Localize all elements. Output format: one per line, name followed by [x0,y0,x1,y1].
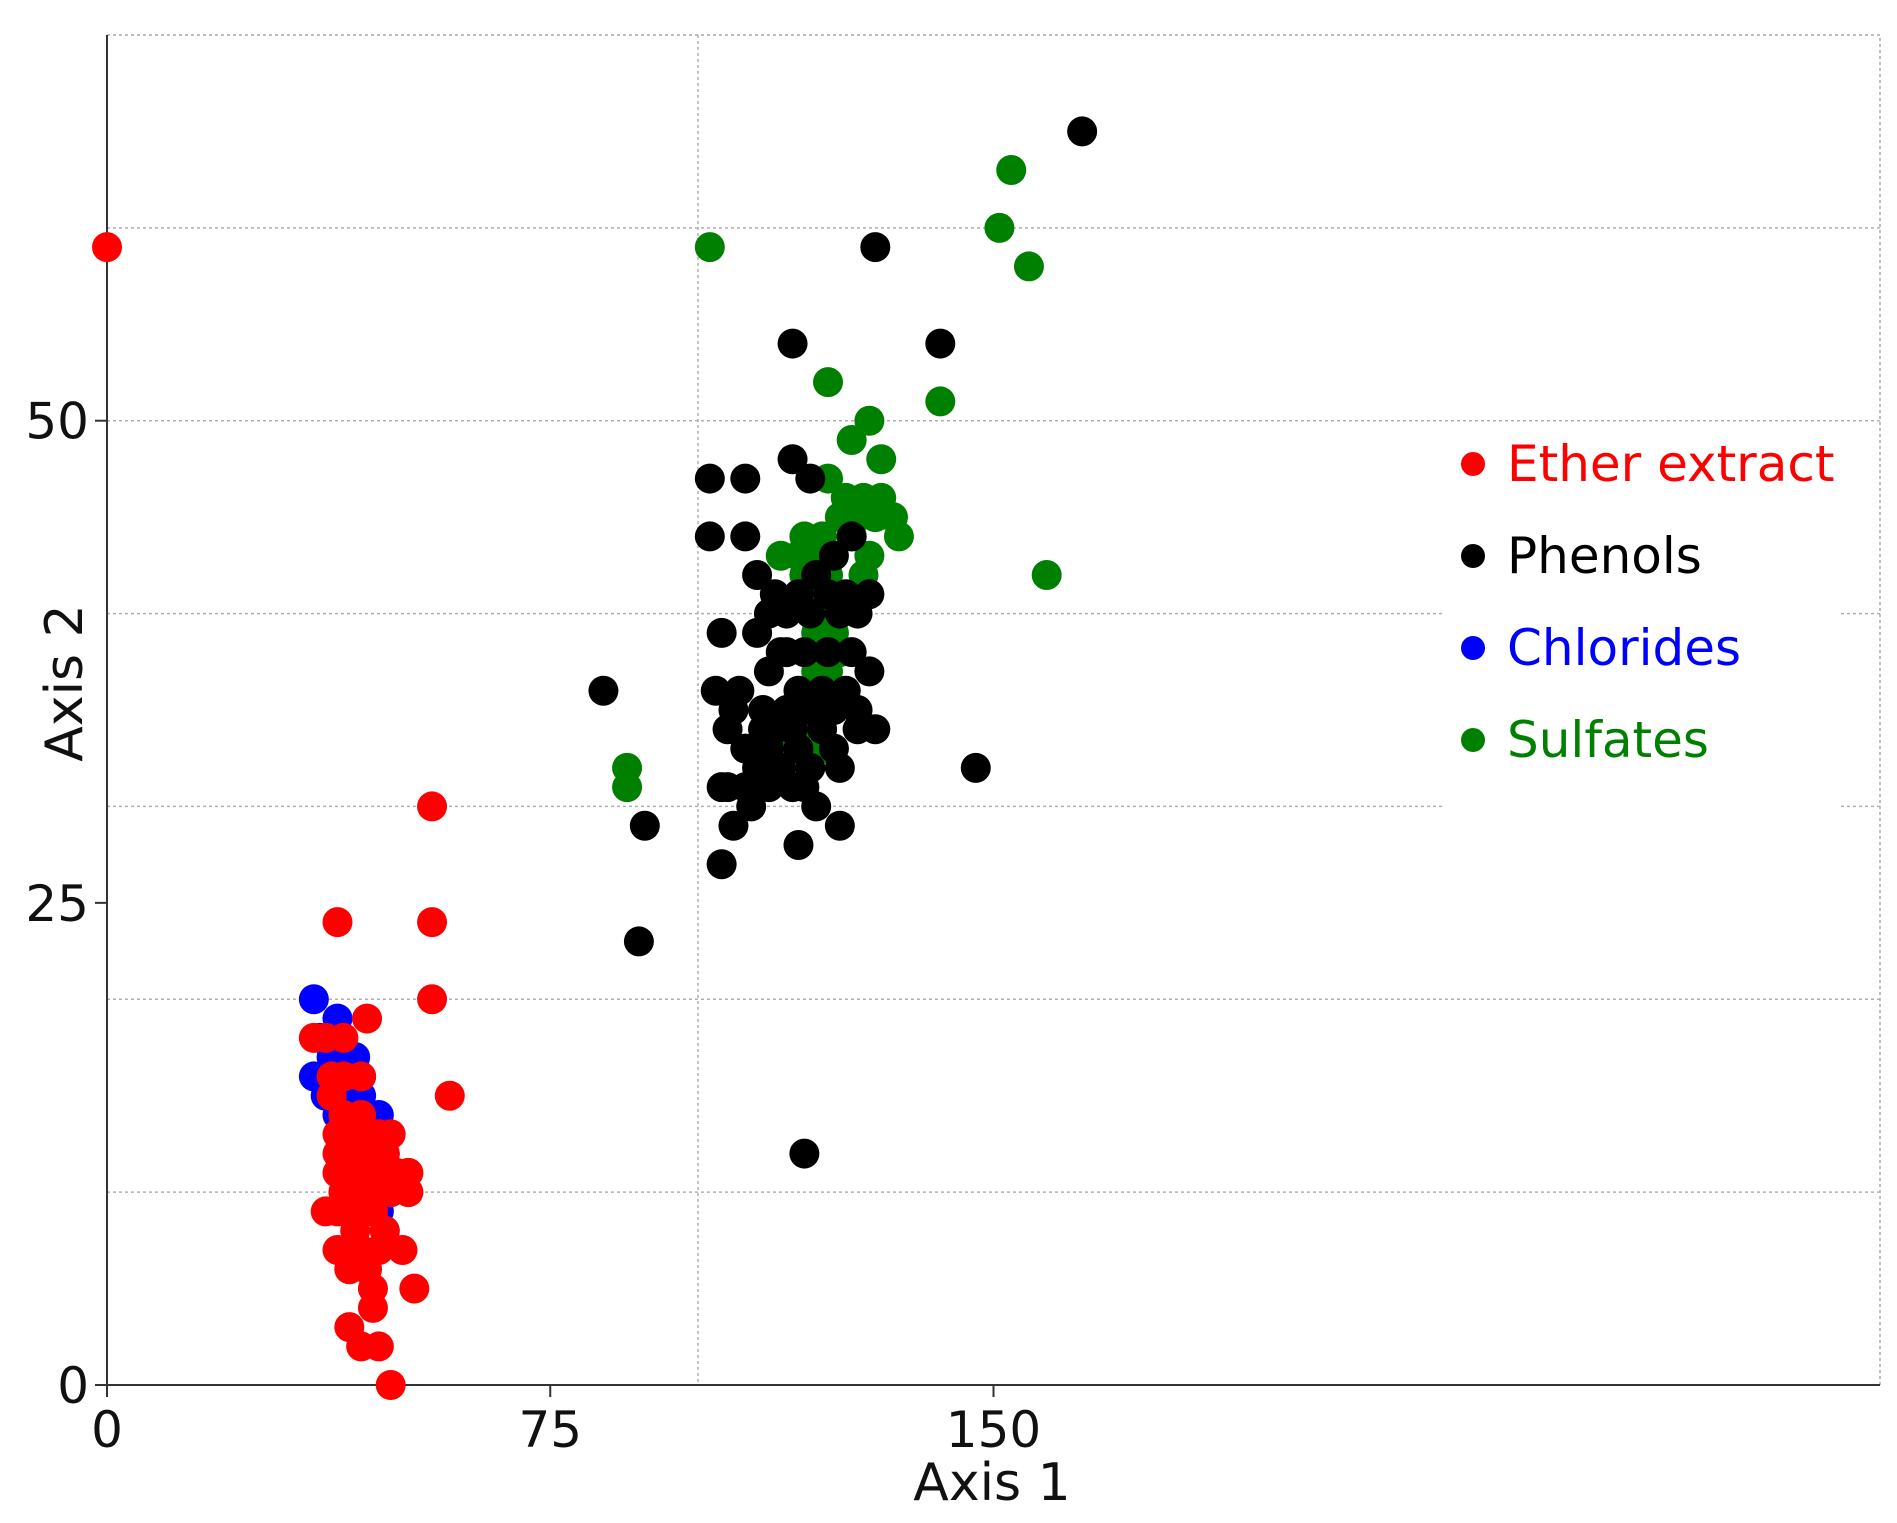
data-point [783,830,814,860]
data-point [712,772,743,803]
data-point [824,810,855,841]
data-point [736,791,767,822]
data-point [352,1003,383,1034]
x-tick-label: 0 [91,1401,123,1459]
data-point [771,637,802,668]
data-point [588,675,619,706]
data-point [730,463,761,494]
legend-label: Ether extract [1507,435,1834,493]
data-point [742,560,773,590]
data-point [417,984,448,1015]
data-point [759,714,790,745]
data-point [700,675,731,706]
data-point [346,1061,377,1092]
data-point [694,521,725,552]
data-point [92,232,122,263]
data-point [883,521,914,552]
legend: Ether extract Phenols Chlorides Sulfates [1461,435,1834,769]
data-point [706,617,737,648]
data-point [777,328,808,359]
data-point [771,598,802,629]
data-point [363,1331,394,1362]
legend-marker [1461,636,1485,660]
data-point [694,463,725,494]
data-point [836,637,867,668]
data-point [753,772,784,803]
data-point [984,212,1015,243]
y-tick-label: 0 [57,1357,89,1415]
legend-label: Phenols [1507,527,1702,585]
data-point [866,444,897,475]
x-tick-label: 150 [946,1401,1041,1459]
data-point [612,772,643,803]
data-point [629,810,660,841]
data-point [854,656,885,687]
data-point [836,425,867,455]
data-point [417,907,448,938]
data-point [298,984,329,1015]
legend-label: Sulfates [1507,711,1709,769]
data-point [813,637,844,668]
data-point [712,714,743,745]
data-point [777,444,808,475]
x-axis-title: Axis 1 [913,1453,1071,1513]
y-tick-label: 25 [25,875,89,933]
legend-marker [1461,728,1485,752]
data-point [960,752,991,783]
y-tick-label: 50 [25,393,89,451]
data-points [92,116,1098,1400]
data-point [1013,251,1044,282]
data-point [824,752,855,783]
legend-background [1445,425,1840,815]
data-point [854,405,885,436]
data-point [836,521,867,552]
y-axis-title: Axis 2 [35,604,95,762]
series-phenols [588,116,1098,1169]
legend-label: Chlorides [1507,619,1741,677]
data-point [795,598,826,629]
data-point [860,232,891,263]
x-tick-label: 75 [518,1401,582,1459]
data-point [694,232,725,263]
data-point [753,656,784,687]
data-point [996,155,1027,185]
data-point [1067,116,1098,147]
data-point [860,714,891,745]
data-point [706,849,737,880]
data-point [1031,560,1062,590]
data-point [387,1235,418,1265]
data-point [393,1177,424,1208]
series-ether-extract [92,232,465,1400]
data-point [813,367,844,398]
data-point [357,1292,388,1323]
data-point [795,463,826,494]
data-point [730,521,761,552]
data-point [742,617,773,648]
data-point [328,1022,359,1053]
data-point [399,1273,430,1304]
data-point [322,907,353,938]
data-point [623,926,654,957]
data-point [417,791,448,822]
data-point [777,772,808,803]
data-point [842,598,873,629]
data-point [925,328,956,359]
data-point [434,1080,465,1111]
data-point [818,540,849,571]
data-point [801,791,832,822]
legend-marker [1461,544,1485,568]
tick-labels: 0 75 150 0 25 50 [25,393,1041,1459]
legend-marker [1461,452,1485,476]
data-point [925,386,956,417]
data-point [718,810,749,841]
data-point [789,1138,820,1169]
data-point [375,1370,406,1400]
